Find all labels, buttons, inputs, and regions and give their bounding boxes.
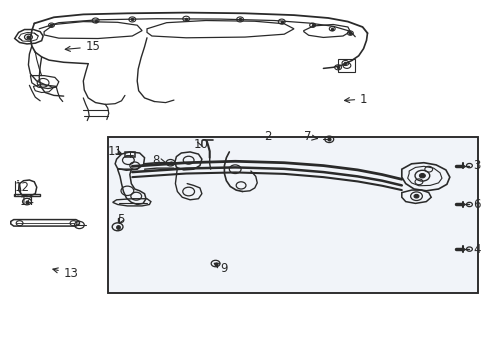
Text: 8: 8 [152, 154, 166, 167]
Text: 3: 3 [473, 159, 481, 172]
Text: 1: 1 [344, 93, 368, 105]
Text: 2: 2 [265, 130, 272, 143]
Circle shape [414, 194, 419, 198]
Text: 5: 5 [118, 213, 125, 226]
Circle shape [419, 174, 425, 178]
Text: 11: 11 [108, 145, 123, 158]
Text: 4: 4 [473, 243, 481, 256]
Text: 13: 13 [53, 267, 78, 280]
Text: 7: 7 [304, 130, 317, 143]
Text: 14: 14 [20, 195, 35, 208]
Text: 15: 15 [65, 40, 100, 53]
Text: 10: 10 [194, 138, 208, 150]
Text: 6: 6 [473, 198, 481, 211]
Bar [338, 59, 355, 72]
Text: 12: 12 [15, 181, 30, 194]
Text: 9: 9 [214, 262, 228, 275]
FancyBboxPatch shape [108, 137, 478, 293]
